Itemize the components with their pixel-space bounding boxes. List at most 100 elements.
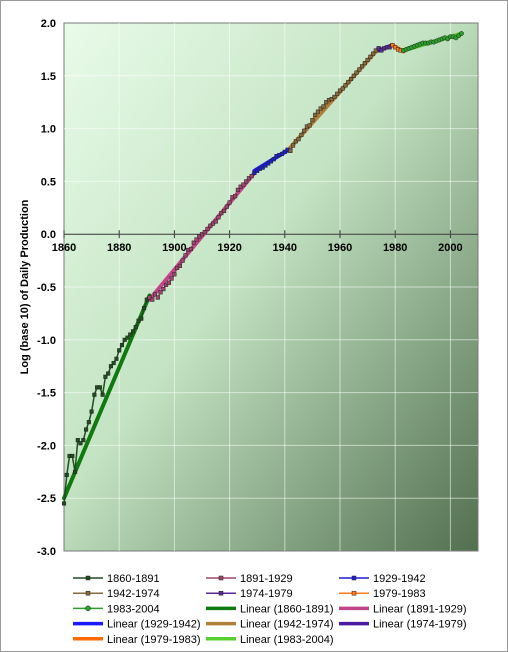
legend-item: 1942-1974 (73, 588, 160, 600)
legend-label: Linear (1860-1891) (240, 603, 334, 615)
legend-label: Linear (1979-1983) (107, 634, 201, 646)
legend-label: Linear (1974-1979) (373, 619, 467, 631)
data-point (191, 240, 196, 245)
legend-label: 1929-1942 (373, 573, 426, 585)
data-point (362, 61, 367, 66)
x-tick-label: 2000 (438, 242, 462, 254)
data-point (335, 91, 340, 96)
x-tick-label: 1880 (107, 242, 131, 254)
data-point (235, 187, 240, 192)
data-point (150, 297, 155, 302)
data-point (307, 123, 312, 128)
y-tick-label: -0.5 (37, 282, 56, 294)
legend-marker (85, 605, 91, 612)
data-point (158, 290, 163, 295)
data-point (260, 165, 265, 170)
data-point (224, 204, 229, 209)
data-point (216, 215, 221, 220)
data-point (161, 287, 166, 292)
legend-marker (85, 590, 91, 596)
legend-item: 1983-2004 (73, 603, 160, 615)
data-point (100, 392, 105, 397)
y-tick-label: -2.0 (37, 440, 56, 452)
data-point (233, 194, 238, 199)
data-point (108, 364, 113, 369)
data-point (155, 295, 160, 300)
data-point (288, 148, 293, 153)
data-point (92, 392, 97, 397)
series-lines (61, 31, 464, 506)
y-tick-label: -3.0 (37, 546, 56, 558)
data-point (84, 427, 89, 432)
data-point (246, 176, 251, 181)
data-point (255, 168, 260, 173)
data-point (346, 80, 351, 85)
data-point (106, 371, 111, 376)
legend-label: 1979-1983 (373, 588, 426, 600)
data-point (348, 76, 354, 82)
data-point (169, 276, 174, 281)
data-point (70, 453, 75, 459)
legend: 1860-1891 1891-1929 1929-1942 1942-1974 1974… (73, 573, 467, 646)
legend-item: Linear (1979-1983) (73, 634, 201, 646)
y-axis-label: Log (base 10) of Daily Production (19, 199, 31, 374)
y-tick-label: -1.5 (37, 388, 56, 400)
legend-item: Linear (1942-1974) (206, 619, 334, 631)
data-point (315, 109, 320, 114)
data-point (144, 297, 149, 302)
data-point (125, 335, 130, 340)
legend-marker (351, 590, 357, 596)
y-tick-label: 0.5 (41, 176, 56, 188)
data-point (175, 265, 180, 271)
data-point (371, 51, 376, 56)
data-point (321, 104, 326, 109)
data-point (210, 221, 216, 226)
x-tick-label: 1960 (328, 242, 352, 254)
data-point (249, 174, 254, 179)
x-tick-label: 1940 (273, 242, 297, 254)
y-tick-label: -2.5 (37, 493, 56, 505)
data-point (114, 356, 119, 361)
data-point (117, 348, 122, 353)
legend-label: Linear (1942-1974) (240, 619, 334, 631)
data-point (205, 226, 210, 231)
legend-label: 1891-1929 (240, 573, 293, 585)
data-point (188, 246, 194, 252)
data-point (332, 94, 337, 99)
x-tick-label: 1900 (162, 242, 186, 254)
data-point (343, 83, 348, 88)
data-point (97, 385, 102, 390)
data-point (324, 100, 329, 105)
data-point (329, 96, 334, 102)
data-point (458, 31, 464, 37)
x-tick-labels: 1860 1880 1900 1920 1940 1960 1980 2000 (52, 242, 463, 254)
data-point (357, 67, 362, 72)
legend-label: 1983-2004 (107, 603, 160, 615)
legend-label: 1860-1891 (107, 573, 160, 585)
data-point (302, 128, 307, 133)
data-point (136, 318, 141, 323)
data-point (202, 230, 207, 235)
data-point (271, 157, 276, 162)
data-point (122, 337, 127, 342)
data-point (194, 237, 199, 242)
legend-label: Linear (1891-1929) (373, 603, 467, 615)
data-point (141, 306, 147, 311)
legend-item: Linear (1860-1891) (206, 603, 334, 615)
legend-item: 1974-1979 (206, 588, 293, 600)
data-point (390, 43, 395, 48)
data-point (282, 149, 287, 154)
data-point (299, 132, 304, 137)
data-point (111, 360, 116, 366)
legend-label: 1974-1979 (240, 588, 293, 600)
x-tick-label: 1920 (217, 242, 241, 254)
legend-item: 1979-1983 (339, 588, 426, 600)
data-point (368, 54, 373, 59)
data-point (213, 219, 218, 224)
data-point (263, 163, 268, 168)
data-point (139, 316, 144, 321)
data-point (199, 232, 205, 237)
y-tick-label: 2.0 (41, 18, 56, 30)
y-tick-label: -1.0 (37, 335, 56, 347)
